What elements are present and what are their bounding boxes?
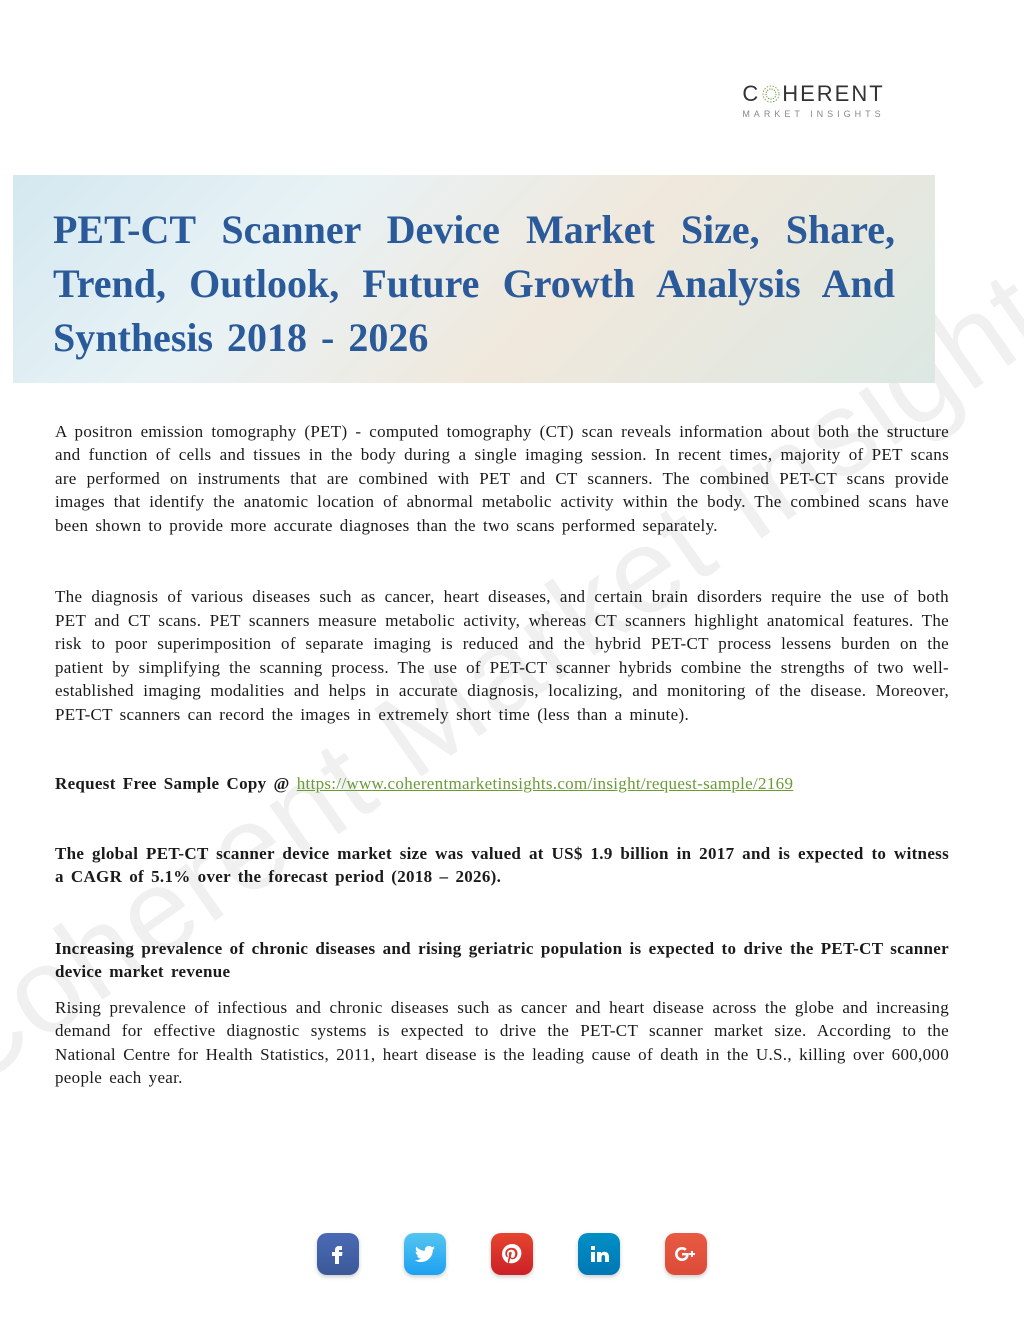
logo-main-text: C HERENT (742, 81, 884, 107)
pinterest-icon[interactable] (491, 1233, 533, 1275)
logo-letters-rest: HERENT (782, 81, 884, 107)
hero-banner: PET-CT Scanner Device Market Size, Share… (13, 175, 935, 383)
logo-letter-c: C (742, 81, 760, 107)
twitter-icon[interactable] (404, 1233, 446, 1275)
sample-link[interactable]: https://www.coherentmarketinsights.com/i… (297, 774, 794, 793)
logo-subtitle: MARKET INSIGHTS (742, 109, 884, 119)
logo-globe-icon (761, 84, 781, 104)
linkedin-icon[interactable] (578, 1233, 620, 1275)
main-content: A positron emission tomography (PET) - c… (55, 420, 949, 1114)
sample-label: Request Free Sample Copy @ (55, 774, 297, 793)
page-title: PET-CT Scanner Device Market Size, Share… (53, 203, 895, 365)
facebook-icon[interactable] (317, 1233, 359, 1275)
company-logo: C HERENT MARKET INSIGHTS (721, 70, 906, 130)
paragraph-body-3: Rising prevalence of infectious and chro… (55, 996, 949, 1090)
social-icons-row (317, 1233, 707, 1275)
market-stat: The global PET-CT scanner device market … (55, 842, 949, 889)
paragraph-intro-2: The diagnosis of various diseases such a… (55, 585, 949, 726)
paragraph-intro-1: A positron emission tomography (PET) - c… (55, 420, 949, 537)
googleplus-icon[interactable] (665, 1233, 707, 1275)
sample-request-line: Request Free Sample Copy @ https://www.c… (55, 774, 949, 794)
section-heading: Increasing prevalence of chronic disease… (55, 937, 949, 984)
